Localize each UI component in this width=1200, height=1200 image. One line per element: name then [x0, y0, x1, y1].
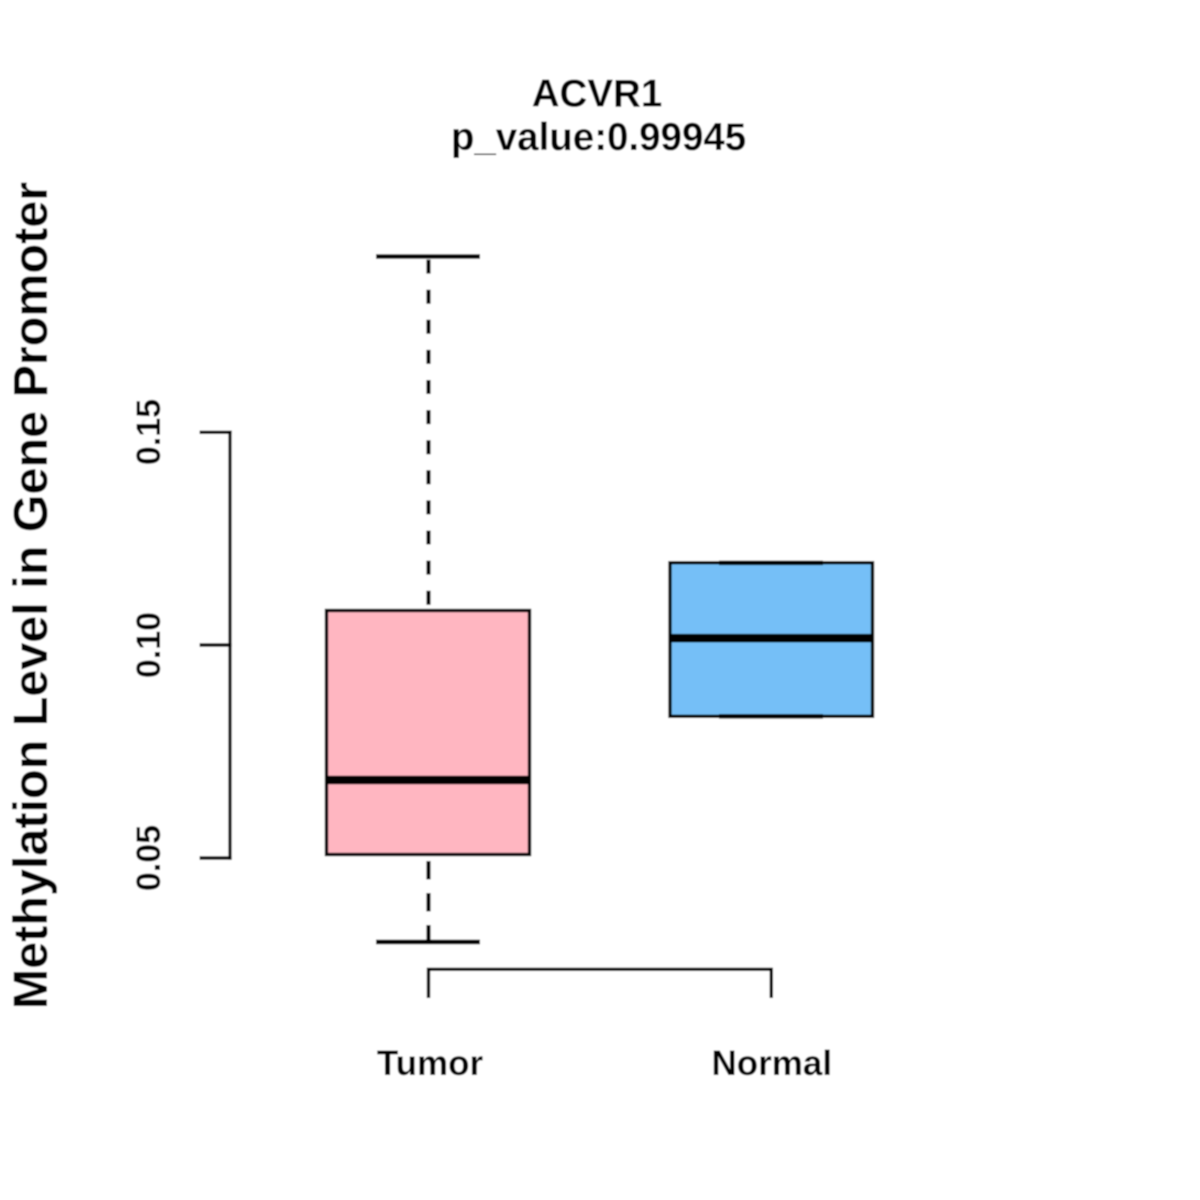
svg-text:0.15: 0.15 — [130, 399, 168, 465]
svg-text:0.05: 0.05 — [130, 825, 168, 891]
svg-text:0.10: 0.10 — [130, 612, 168, 678]
svg-text:Tumor: Tumor — [377, 1044, 484, 1083]
svg-text:ACVR1: ACVR1 — [532, 73, 663, 116]
svg-text:Normal: Normal — [711, 1044, 832, 1083]
svg-text:p_value:0.99945: p_value:0.99945 — [451, 116, 746, 159]
svg-text:Methylation Level in Gene Prom: Methylation Level in Gene Promoter — [4, 182, 58, 1009]
